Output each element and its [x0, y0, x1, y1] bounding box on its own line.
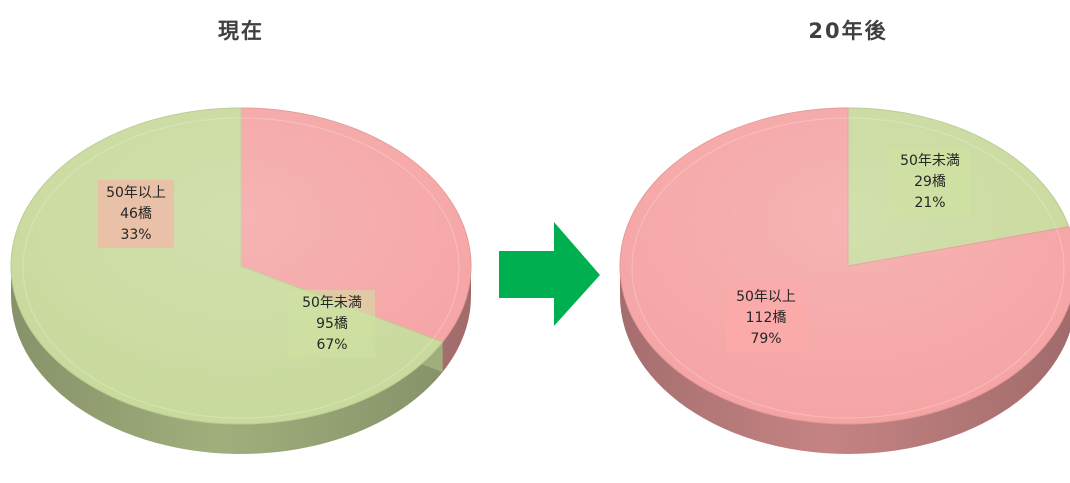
data-label-box — [726, 284, 806, 352]
pie-future: 50年未満 29橋 21% 50年以上 112橋 79% — [619, 107, 1070, 454]
data-label-percent: 67% — [316, 337, 347, 353]
data-label-box — [98, 180, 174, 248]
pie-top-sheen — [11, 108, 471, 424]
pie-inner-rim — [631, 117, 1065, 419]
data-label-box — [289, 290, 375, 358]
chart-title-current: 現在 — [218, 19, 264, 43]
data-label-under-50-years: 50年未満 29橋 21% — [890, 148, 970, 216]
data-label-category: 50年未満 — [900, 153, 960, 169]
data-label-percent: 21% — [914, 195, 945, 211]
pie-inner-rim — [22, 117, 460, 419]
chart-title-20-years-later: 20年後 — [808, 19, 887, 43]
data-label-percent: 79% — [750, 331, 781, 347]
data-label-category: 50年以上 — [736, 289, 796, 305]
right-arrow-icon — [499, 222, 600, 326]
data-label-category: 50年未満 — [302, 295, 362, 311]
data-label-count: 112橋 — [746, 310, 787, 326]
pie-current: 50年以上 46橋 33% 50年未満 95橋 67% — [10, 107, 472, 454]
pie-side-shadow — [620, 266, 1070, 454]
data-label-box — [890, 148, 970, 216]
data-label-over-50-years: 50年以上 112橋 79% — [726, 284, 806, 352]
pie-side-shadow — [11, 266, 471, 454]
data-label-count: 46橋 — [120, 206, 152, 222]
data-label-over-50-years: 50年以上 46橋 33% — [98, 180, 174, 248]
data-label-percent: 33% — [120, 227, 151, 243]
data-label-category: 50年以上 — [106, 185, 166, 201]
data-label-under-50-years: 50年未満 95橋 67% — [289, 290, 375, 358]
data-label-count: 29橋 — [914, 174, 946, 190]
pie-top-sheen — [620, 108, 1070, 424]
data-label-count: 95橋 — [316, 316, 348, 332]
